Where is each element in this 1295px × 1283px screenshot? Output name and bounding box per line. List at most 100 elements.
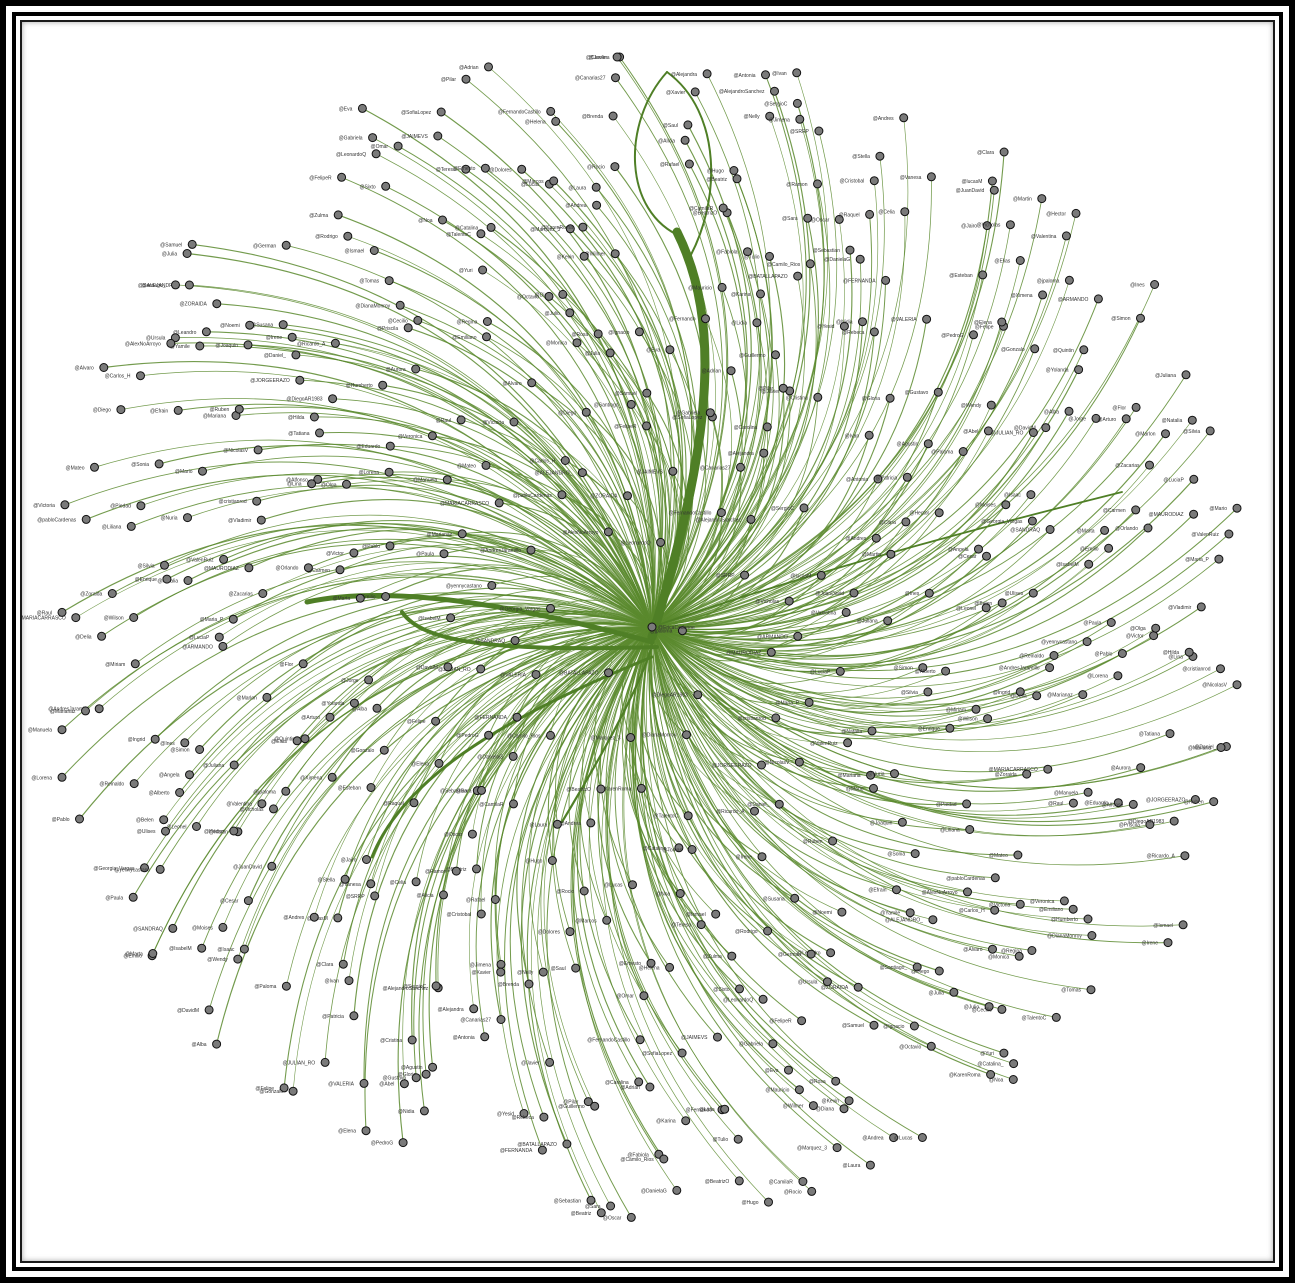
node-dot xyxy=(626,733,636,742)
node-dot xyxy=(923,439,933,449)
node-dot xyxy=(1143,523,1153,533)
graph-node: @Felipe xyxy=(407,716,441,726)
node-label: @BATALLAPAZO xyxy=(559,671,599,677)
node-label: @Wilmer xyxy=(783,1104,804,1110)
node-dot xyxy=(677,1048,687,1058)
graph-node: @ZORAIDA xyxy=(179,299,222,309)
graph-node: @Marlon xyxy=(237,692,272,702)
edge xyxy=(164,514,653,628)
graph-node: @Pablo xyxy=(52,814,84,824)
edge xyxy=(335,343,653,628)
node-dot xyxy=(57,772,67,782)
graph-node: @Teresa xyxy=(436,164,471,174)
node-dot xyxy=(997,317,1007,327)
graph-node: @Martin xyxy=(862,549,896,559)
node-label: @ValenRuiz xyxy=(186,557,214,563)
node-dot xyxy=(243,340,253,350)
node-label: @Fabiola xyxy=(627,1152,649,1158)
node-dot xyxy=(1071,208,1081,218)
node-label: @Pilar xyxy=(563,1100,578,1106)
node-dot xyxy=(461,164,471,174)
graph-node: @Reinaldo xyxy=(99,779,139,789)
node-label: @Raul xyxy=(1048,801,1063,807)
node-dot xyxy=(853,982,863,992)
graph-node: @Maria_P xyxy=(200,614,238,624)
node-dot xyxy=(427,431,437,441)
node-dot xyxy=(560,456,570,465)
node-dot xyxy=(716,508,726,518)
node-dot xyxy=(140,863,149,873)
node-label: @Catalina_ xyxy=(977,1062,1003,1068)
graph-node: @Flor xyxy=(280,659,308,669)
node-label: @Emilio xyxy=(1080,546,1099,552)
node-label: @Patricia xyxy=(876,475,898,481)
graph-node: @Pilar xyxy=(563,1097,593,1107)
node-dot xyxy=(278,320,288,330)
node-dot xyxy=(126,521,136,531)
graph-node: @PedroG xyxy=(371,1138,408,1148)
node-label: @Rodrigo xyxy=(315,234,338,240)
node-label: @Antonia xyxy=(846,477,868,483)
graph-node: @Victor xyxy=(1126,631,1159,641)
edge xyxy=(61,592,653,778)
node-dot xyxy=(218,922,228,932)
node-label: @Tatiana xyxy=(1139,732,1160,738)
graph-node: @Stella xyxy=(852,151,885,161)
graph-node: @Ximena xyxy=(300,772,337,782)
node-label: @Hugo xyxy=(525,859,542,865)
node-label: @yennycastano xyxy=(114,867,150,873)
node-label: @NicolasV xyxy=(223,448,248,454)
node-dot xyxy=(99,363,109,372)
graph-node: @JULIAN_RO xyxy=(991,428,1038,437)
edge xyxy=(651,626,1119,729)
graph-node: @Clara xyxy=(879,517,911,527)
node-label: @AndresJaramillo xyxy=(48,707,89,713)
node-label: @Orlando xyxy=(1115,526,1138,532)
node-dot xyxy=(1189,474,1199,484)
graph-node: @BATALLAPAZO xyxy=(517,1139,572,1149)
node-label: @LeonardoQ xyxy=(723,997,753,1003)
node-dot xyxy=(303,563,313,573)
node-label: @Marcos xyxy=(575,918,597,924)
node-dot xyxy=(626,399,636,409)
node-dot xyxy=(431,716,441,726)
node-label: @Karina xyxy=(656,1119,676,1125)
graph-node: @Alfonso xyxy=(286,474,323,484)
graph-node: @Octavio xyxy=(899,1041,936,1051)
edge xyxy=(154,593,653,740)
node-label: @Piedad xyxy=(936,802,957,808)
graph-node: @Mauricio xyxy=(688,282,727,292)
node-label: @Ursula xyxy=(798,980,818,986)
node-label: @Patricia xyxy=(322,1014,344,1020)
node-dot xyxy=(244,563,254,573)
node-dot xyxy=(683,811,693,821)
graph-node: @FERNANDA xyxy=(843,275,891,285)
node-dot xyxy=(395,300,405,310)
node-label: @Zacarias xyxy=(1115,463,1140,469)
node-dot xyxy=(1216,664,1225,674)
node-dot xyxy=(1205,426,1215,436)
node-label: @MARIACARRASCO xyxy=(989,767,1038,773)
node-dot xyxy=(431,981,441,991)
graph-node: @Camilo_Rios xyxy=(507,730,555,740)
edge xyxy=(651,130,838,628)
graph-node: @Isaac xyxy=(217,944,249,954)
node-dot xyxy=(727,951,737,961)
graph-node: @AlexNoArroyo xyxy=(922,887,972,897)
edge xyxy=(651,520,1033,647)
graph-node: @Enrique xyxy=(135,574,172,584)
graph-node: @ARMANDO xyxy=(1058,294,1103,304)
node-dot xyxy=(546,106,556,116)
graph-node: @Martin xyxy=(1013,194,1047,204)
graph-node: @LeonardoQ xyxy=(723,994,768,1004)
graph-node: @Valentina xyxy=(811,607,851,617)
graph-node: @Manuela xyxy=(1054,787,1093,797)
node-label: @ValenRuiz xyxy=(1191,532,1219,538)
edge xyxy=(651,626,993,950)
edge xyxy=(651,263,817,628)
node-label: @Clara xyxy=(316,962,333,968)
node-dot xyxy=(732,174,742,184)
graph-node: @DanielaG xyxy=(477,751,518,761)
node-dot xyxy=(252,496,262,506)
node-dot xyxy=(187,239,197,249)
